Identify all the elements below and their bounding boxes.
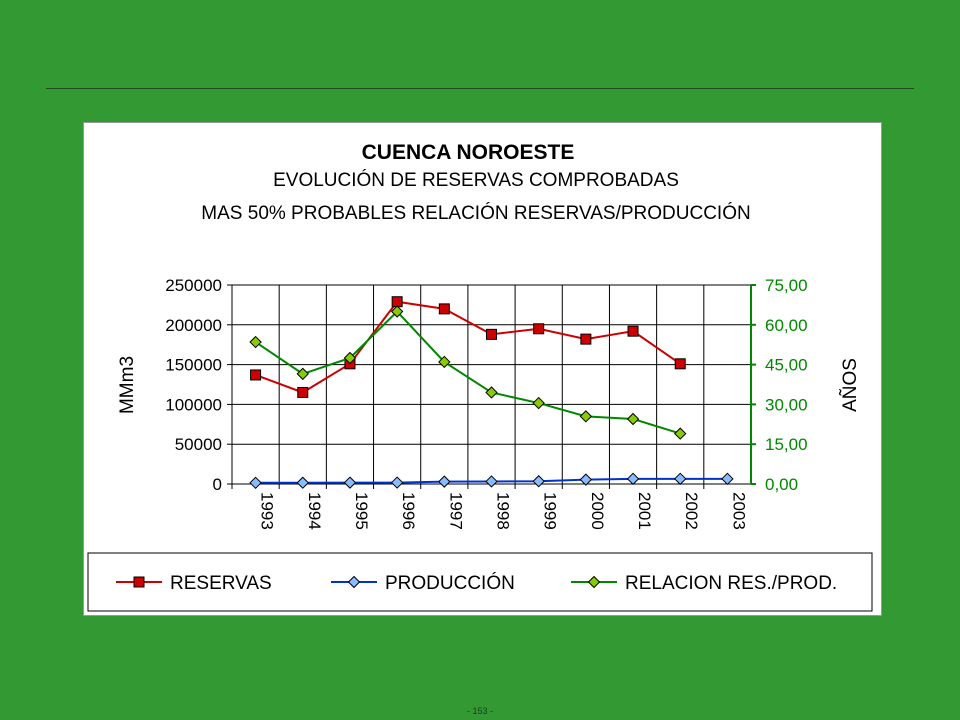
data-point <box>438 475 451 488</box>
legend-entry-1: PRODUCCIÓN <box>331 572 515 594</box>
axes <box>231 285 752 484</box>
legend: RESERVAS PRODUCCIÓN RELACION RES./PROD. <box>87 552 873 612</box>
x-tick-label: 1999 <box>541 492 560 530</box>
data-point <box>390 305 404 318</box>
legend-marker <box>133 576 145 588</box>
data-point <box>343 351 357 365</box>
data-point <box>391 296 403 308</box>
data-point <box>485 386 498 399</box>
data-point <box>580 333 592 345</box>
data-point <box>721 472 734 486</box>
x-tick-label: 1994 <box>305 492 324 530</box>
right-tick-label: 60,00 <box>765 316 808 335</box>
x-tick-label: 1996 <box>399 492 418 530</box>
data-point <box>532 396 545 410</box>
left-tick-label: 50000 <box>175 435 222 454</box>
left-tick-label: 150000 <box>165 356 222 375</box>
legend-marker <box>347 575 361 589</box>
series <box>249 296 734 490</box>
series-2 <box>249 305 687 440</box>
right-tick-label: 75,00 <box>765 276 808 295</box>
chart-title: CUENCA NOROESTE <box>362 141 575 164</box>
data-point <box>626 412 640 426</box>
chart-subtitle-1: EVOLUCIÓN DE RESERVAS COMPROBADAS <box>273 169 679 191</box>
legend-entry-2: RELACION RES./PROD. <box>571 573 837 594</box>
data-point <box>390 476 404 489</box>
x-tick-label: 1997 <box>446 492 465 530</box>
left-axis-ticks: 250000 200000 150000 100000 50000 0 <box>165 276 232 494</box>
chart-panel: CUENCA NOROESTE EVOLUCIÓN DE RESERVAS CO… <box>83 122 882 616</box>
x-tick-label: 2001 <box>635 492 654 530</box>
data-point <box>626 472 640 486</box>
y-axis-right-label: AÑOS <box>839 358 861 412</box>
right-axis-ticks: 75,00 60,00 45,00 30,00 15,00 0,00 <box>751 276 808 494</box>
header-rule <box>46 88 914 89</box>
series-1 <box>249 472 734 490</box>
right-tick-label: 45,00 <box>765 356 808 375</box>
data-point <box>627 325 639 337</box>
x-tick-label: 1993 <box>258 492 277 530</box>
data-point <box>532 475 545 488</box>
legend-label: RELACION RES./PROD. <box>625 573 837 594</box>
chart-subtitle-2: MAS 50% PROBABLES RELACIÓN RESERVAS/PROD… <box>201 202 750 224</box>
x-axis-ticks: 1993 1994 1995 1996 1997 1998 1999 2000 2001 2002… <box>231 484 748 530</box>
left-tick-label: 200000 <box>165 316 222 335</box>
legend-box <box>87 552 873 612</box>
x-tick-label: 2000 <box>588 492 607 530</box>
page-number: - 153 - <box>466 706 493 716</box>
data-point <box>250 369 262 381</box>
y-axis-left-label: MMm3 <box>117 356 138 414</box>
left-tick-label: 100000 <box>165 395 222 414</box>
data-point <box>674 427 687 440</box>
data-point <box>296 367 309 381</box>
right-tick-label: 15,00 <box>765 435 808 454</box>
legend-entry-0: RESERVAS <box>116 573 272 594</box>
data-point <box>296 476 309 489</box>
legend-marker <box>587 575 601 589</box>
plot-area <box>231 284 752 485</box>
data-point <box>674 358 686 370</box>
data-point <box>249 476 262 490</box>
data-point <box>438 355 451 369</box>
data-point <box>579 410 593 423</box>
legend-label: RESERVAS <box>170 573 272 594</box>
data-point <box>297 386 309 398</box>
data-point <box>343 476 357 489</box>
data-point <box>579 473 593 486</box>
data-point <box>438 303 450 315</box>
data-point <box>674 472 687 486</box>
data-point <box>533 323 545 335</box>
legend-label: PRODUCCIÓN <box>385 572 515 594</box>
data-point <box>249 335 262 349</box>
data-point <box>486 328 497 340</box>
right-tick-label: 30,00 <box>765 395 808 414</box>
right-tick-label: 0,00 <box>765 475 798 494</box>
series-line <box>255 300 681 394</box>
x-tick-label: 2002 <box>682 492 701 530</box>
left-tick-label: 0 <box>213 475 222 494</box>
chart: CUENCA NOROESTE EVOLUCIÓN DE RESERVAS CO… <box>87 141 873 612</box>
left-tick-label: 250000 <box>165 276 222 295</box>
x-tick-label: 1995 <box>352 492 371 530</box>
data-point <box>485 475 498 488</box>
plot-background <box>231 284 752 485</box>
series-line <box>255 310 681 435</box>
x-tick-label: 2003 <box>729 492 748 530</box>
x-tick-label: 1998 <box>494 492 513 530</box>
